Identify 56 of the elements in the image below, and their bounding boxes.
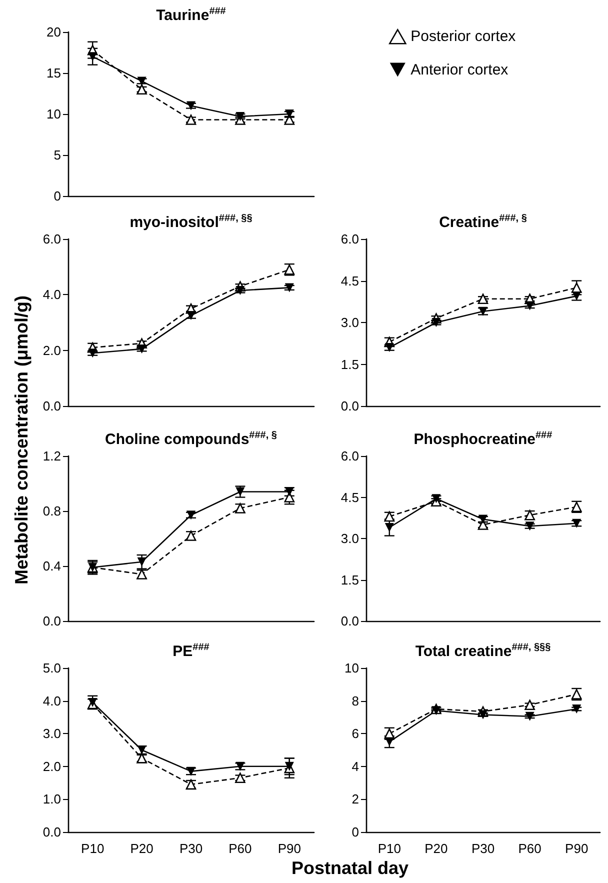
x-tick-label: P20 bbox=[424, 841, 448, 856]
x-tick-label: P10 bbox=[378, 841, 401, 856]
y-tick-label: 4.0 bbox=[42, 287, 61, 302]
y-tick-label: 0.0 bbox=[340, 614, 359, 628]
y-tick-label: 8 bbox=[352, 693, 359, 708]
y-tick-label: 4.5 bbox=[340, 273, 359, 288]
y-tick-label: 6.0 bbox=[42, 232, 61, 246]
chart-title: Creatine$^{###, §}$ bbox=[438, 213, 528, 231]
y-tick-label: 3.0 bbox=[340, 531, 359, 546]
y-tick-label: 5.0 bbox=[42, 660, 61, 676]
x-tick-label: P30 bbox=[471, 841, 495, 856]
y-tick-label: 3.0 bbox=[340, 315, 359, 330]
y-tick-label: 0.8 bbox=[42, 504, 61, 518]
x-tick-label: P10 bbox=[81, 841, 104, 856]
x-tick-label: P60 bbox=[518, 841, 542, 856]
chart-title: Choline compounds$^{###, §}$ bbox=[104, 430, 278, 448]
x-tick-label: P60 bbox=[228, 841, 252, 856]
y-tick-label: 15 bbox=[46, 66, 61, 80]
y-tick-label: 1.2 bbox=[42, 448, 61, 464]
y-tick-label: 4 bbox=[352, 758, 359, 774]
y-tick-label: 6.0 bbox=[340, 232, 359, 246]
chart-title: PE$^{###}$ bbox=[172, 642, 210, 660]
y-tick-label: 1.5 bbox=[340, 356, 359, 372]
x-tick-label: P90 bbox=[565, 841, 588, 856]
y-tick-label: 6 bbox=[352, 726, 359, 742]
chart-title: myo-inositol$^{###, §§}$ bbox=[128, 213, 254, 231]
x-tick-label: P90 bbox=[278, 841, 301, 856]
y-tick-label: 10 bbox=[46, 106, 61, 122]
x-tick-label: P20 bbox=[130, 841, 154, 856]
legend-label: Posterior cortex bbox=[410, 28, 516, 46]
y-tick-label: 0 bbox=[352, 824, 359, 840]
chart-title: Taurine$^{###}$ bbox=[155, 6, 227, 24]
y-tick-label: 4.0 bbox=[42, 693, 61, 708]
y-tick-label: 2 bbox=[352, 792, 359, 807]
legend-label: Anterior cortex bbox=[410, 61, 509, 78]
y-tick-label: 5 bbox=[54, 148, 61, 162]
y-tick-label: 3.0 bbox=[42, 726, 61, 742]
y-tick-label: 0.0 bbox=[340, 398, 359, 414]
y-tick-label: 6.0 bbox=[340, 448, 359, 464]
chart-title: Total creatine$^{###, §§§}$ bbox=[414, 642, 552, 660]
y-tick-label: 4.5 bbox=[340, 490, 359, 505]
y-tick-label: 1.5 bbox=[340, 572, 359, 588]
y-axis-title: Metabolite concentration (μmol/g) bbox=[12, 295, 32, 585]
y-tick-label: 0.0 bbox=[42, 824, 61, 840]
x-axis-title: Postnatal day bbox=[291, 858, 409, 879]
y-tick-label: 0.0 bbox=[42, 398, 61, 414]
y-tick-label: 0.4 bbox=[42, 558, 61, 574]
y-tick-label: 1.0 bbox=[42, 792, 61, 807]
y-tick-label: 20 bbox=[46, 24, 61, 40]
y-tick-label: 10 bbox=[344, 660, 359, 676]
chart-title: Phosphocreatine$^{###}$ bbox=[412, 430, 554, 448]
y-tick-label: 0 bbox=[54, 188, 61, 204]
y-tick-label: 0.0 bbox=[42, 614, 61, 628]
y-tick-label: 2.0 bbox=[42, 758, 61, 774]
x-tick-label: P30 bbox=[179, 841, 203, 856]
y-tick-label: 2.0 bbox=[42, 342, 61, 358]
